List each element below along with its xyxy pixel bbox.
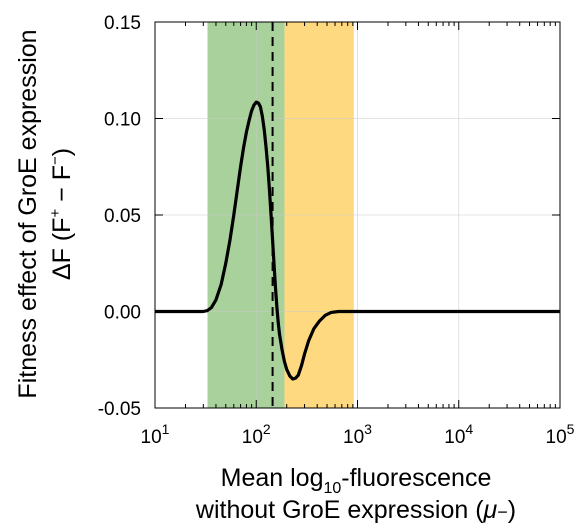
x-axis-label-line2: without GroE expression (μ−) [195,496,516,524]
x-tick-label-base: 10 [546,427,567,448]
x-tick-label-exponent: 4 [465,421,473,437]
x-tick-label-base: 10 [242,427,263,448]
x-tick-label: 104 [444,421,473,448]
y-tick-label: 0.00 [104,303,141,324]
x-tick-label-base: 10 [141,427,162,448]
x-tick-label: 105 [546,421,575,448]
x-tick-label-exponent: 2 [263,421,271,437]
x-tick-label: 103 [343,421,372,448]
x-tick-label-exponent: 5 [567,421,575,437]
y-tick-label: 0.10 [104,110,141,131]
x-tick-label-base: 10 [444,427,465,448]
y-axis-label-line2: ΔF (F+ − F−) [47,148,76,280]
x-tick-label-exponent: 1 [162,421,170,437]
y-tick-label: 0.05 [104,206,141,227]
y-tick-label: 0.15 [104,13,141,34]
y-tick-label: -0.05 [98,399,141,420]
y-axis-label-line1: Fitness effect of GroE expression [14,29,42,398]
axis-ticks [154,21,560,409]
x-tick-label: 101 [141,421,170,448]
series-line [155,100,560,381]
x-axis-label-line1: Mean log10-fluorescence [221,464,492,497]
x-tick-label-base: 10 [343,427,364,448]
tick-labels: 101 102 103 104 105-0.050.000.050.100.15 [98,13,575,448]
x-tick-label: 102 [242,421,271,448]
x-tick-label-exponent: 3 [364,421,372,437]
